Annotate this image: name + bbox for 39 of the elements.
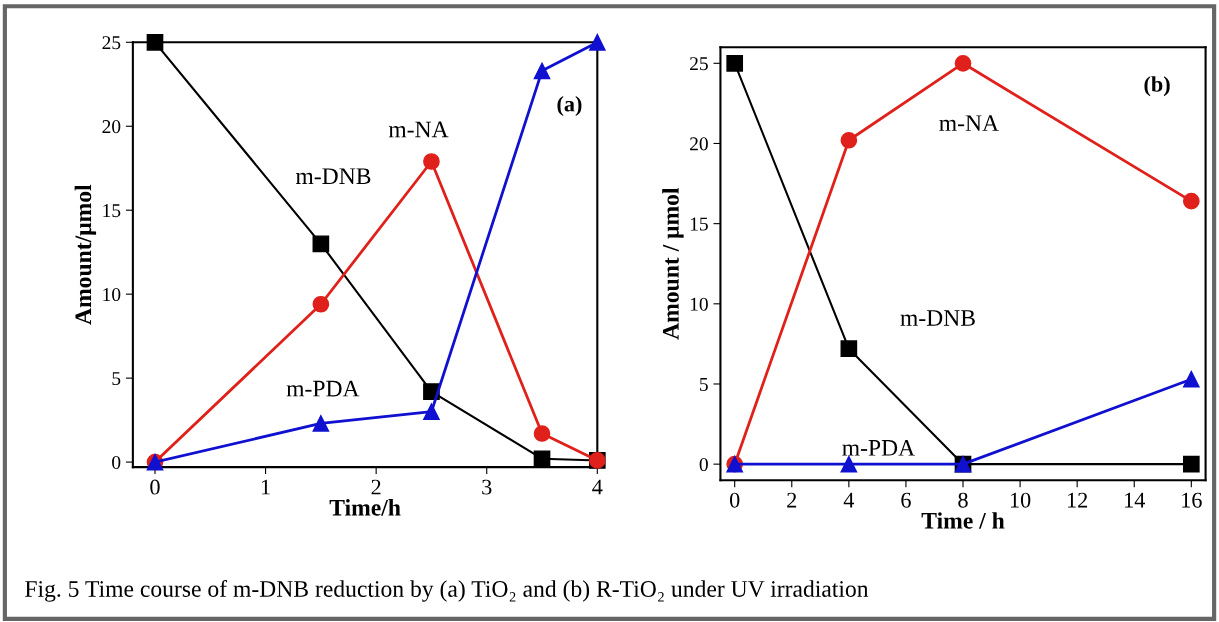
series-label: m-NA (939, 115, 999, 131)
annotation: (b) (1144, 76, 1170, 97)
x-tick-label: 6 (901, 492, 911, 508)
x-tick-label: 8 (958, 492, 968, 508)
x-tick-label: 4 (843, 492, 855, 508)
y-tick-label: 0 (112, 455, 121, 470)
y-tick-label: 25 (690, 57, 708, 71)
x-tick-label: 2 (371, 479, 381, 495)
y-axis-title: Amount / μmol (662, 187, 684, 340)
caption: Fig. 5 Time course of m-DNB reduction by (a) TiO₂ and (b) R-TiO₂ under UV irradiation (25, 580, 869, 602)
y-tick-label: 0 (699, 457, 708, 472)
x-tick-label: 0 (729, 492, 740, 508)
x-tick-label: 2 (787, 492, 797, 508)
y-axis-title: Amount/μmol (74, 184, 97, 325)
x-tick-label: 1 (261, 479, 270, 495)
x-tick-label: 4 (592, 479, 603, 495)
series-label: m-DNB (900, 310, 975, 326)
x-tick-label: 0 (150, 479, 160, 495)
y-tick-label: 5 (112, 372, 121, 386)
x-tick-label: 12 (1068, 492, 1088, 508)
annotation: (a) (557, 95, 582, 117)
y-tick-label: 5 (700, 377, 708, 391)
x-tick-label: 3 (482, 479, 492, 495)
y-tick-label: 10 (103, 287, 121, 302)
y-tick-label: 20 (102, 120, 121, 134)
series-label: m-PDA (286, 380, 360, 397)
y-tick-label: 15 (690, 217, 708, 231)
y-tick-label: 10 (690, 297, 708, 311)
x-tick-label: 16 (1182, 492, 1202, 508)
x-tick-label: 10 (1010, 492, 1031, 508)
y-tick-label: 20 (690, 137, 708, 151)
x-tick-label: 14 (1125, 492, 1146, 508)
series-label: m-PDA (842, 439, 916, 456)
series-label: m-DNB (295, 168, 371, 184)
x-axis-title: Time / h (921, 512, 1005, 529)
x-axis-title: Time/h (329, 499, 401, 516)
y-tick-label: 15 (103, 204, 121, 218)
y-tick-label: 25 (102, 36, 121, 50)
series-label: m-NA (388, 121, 449, 138)
